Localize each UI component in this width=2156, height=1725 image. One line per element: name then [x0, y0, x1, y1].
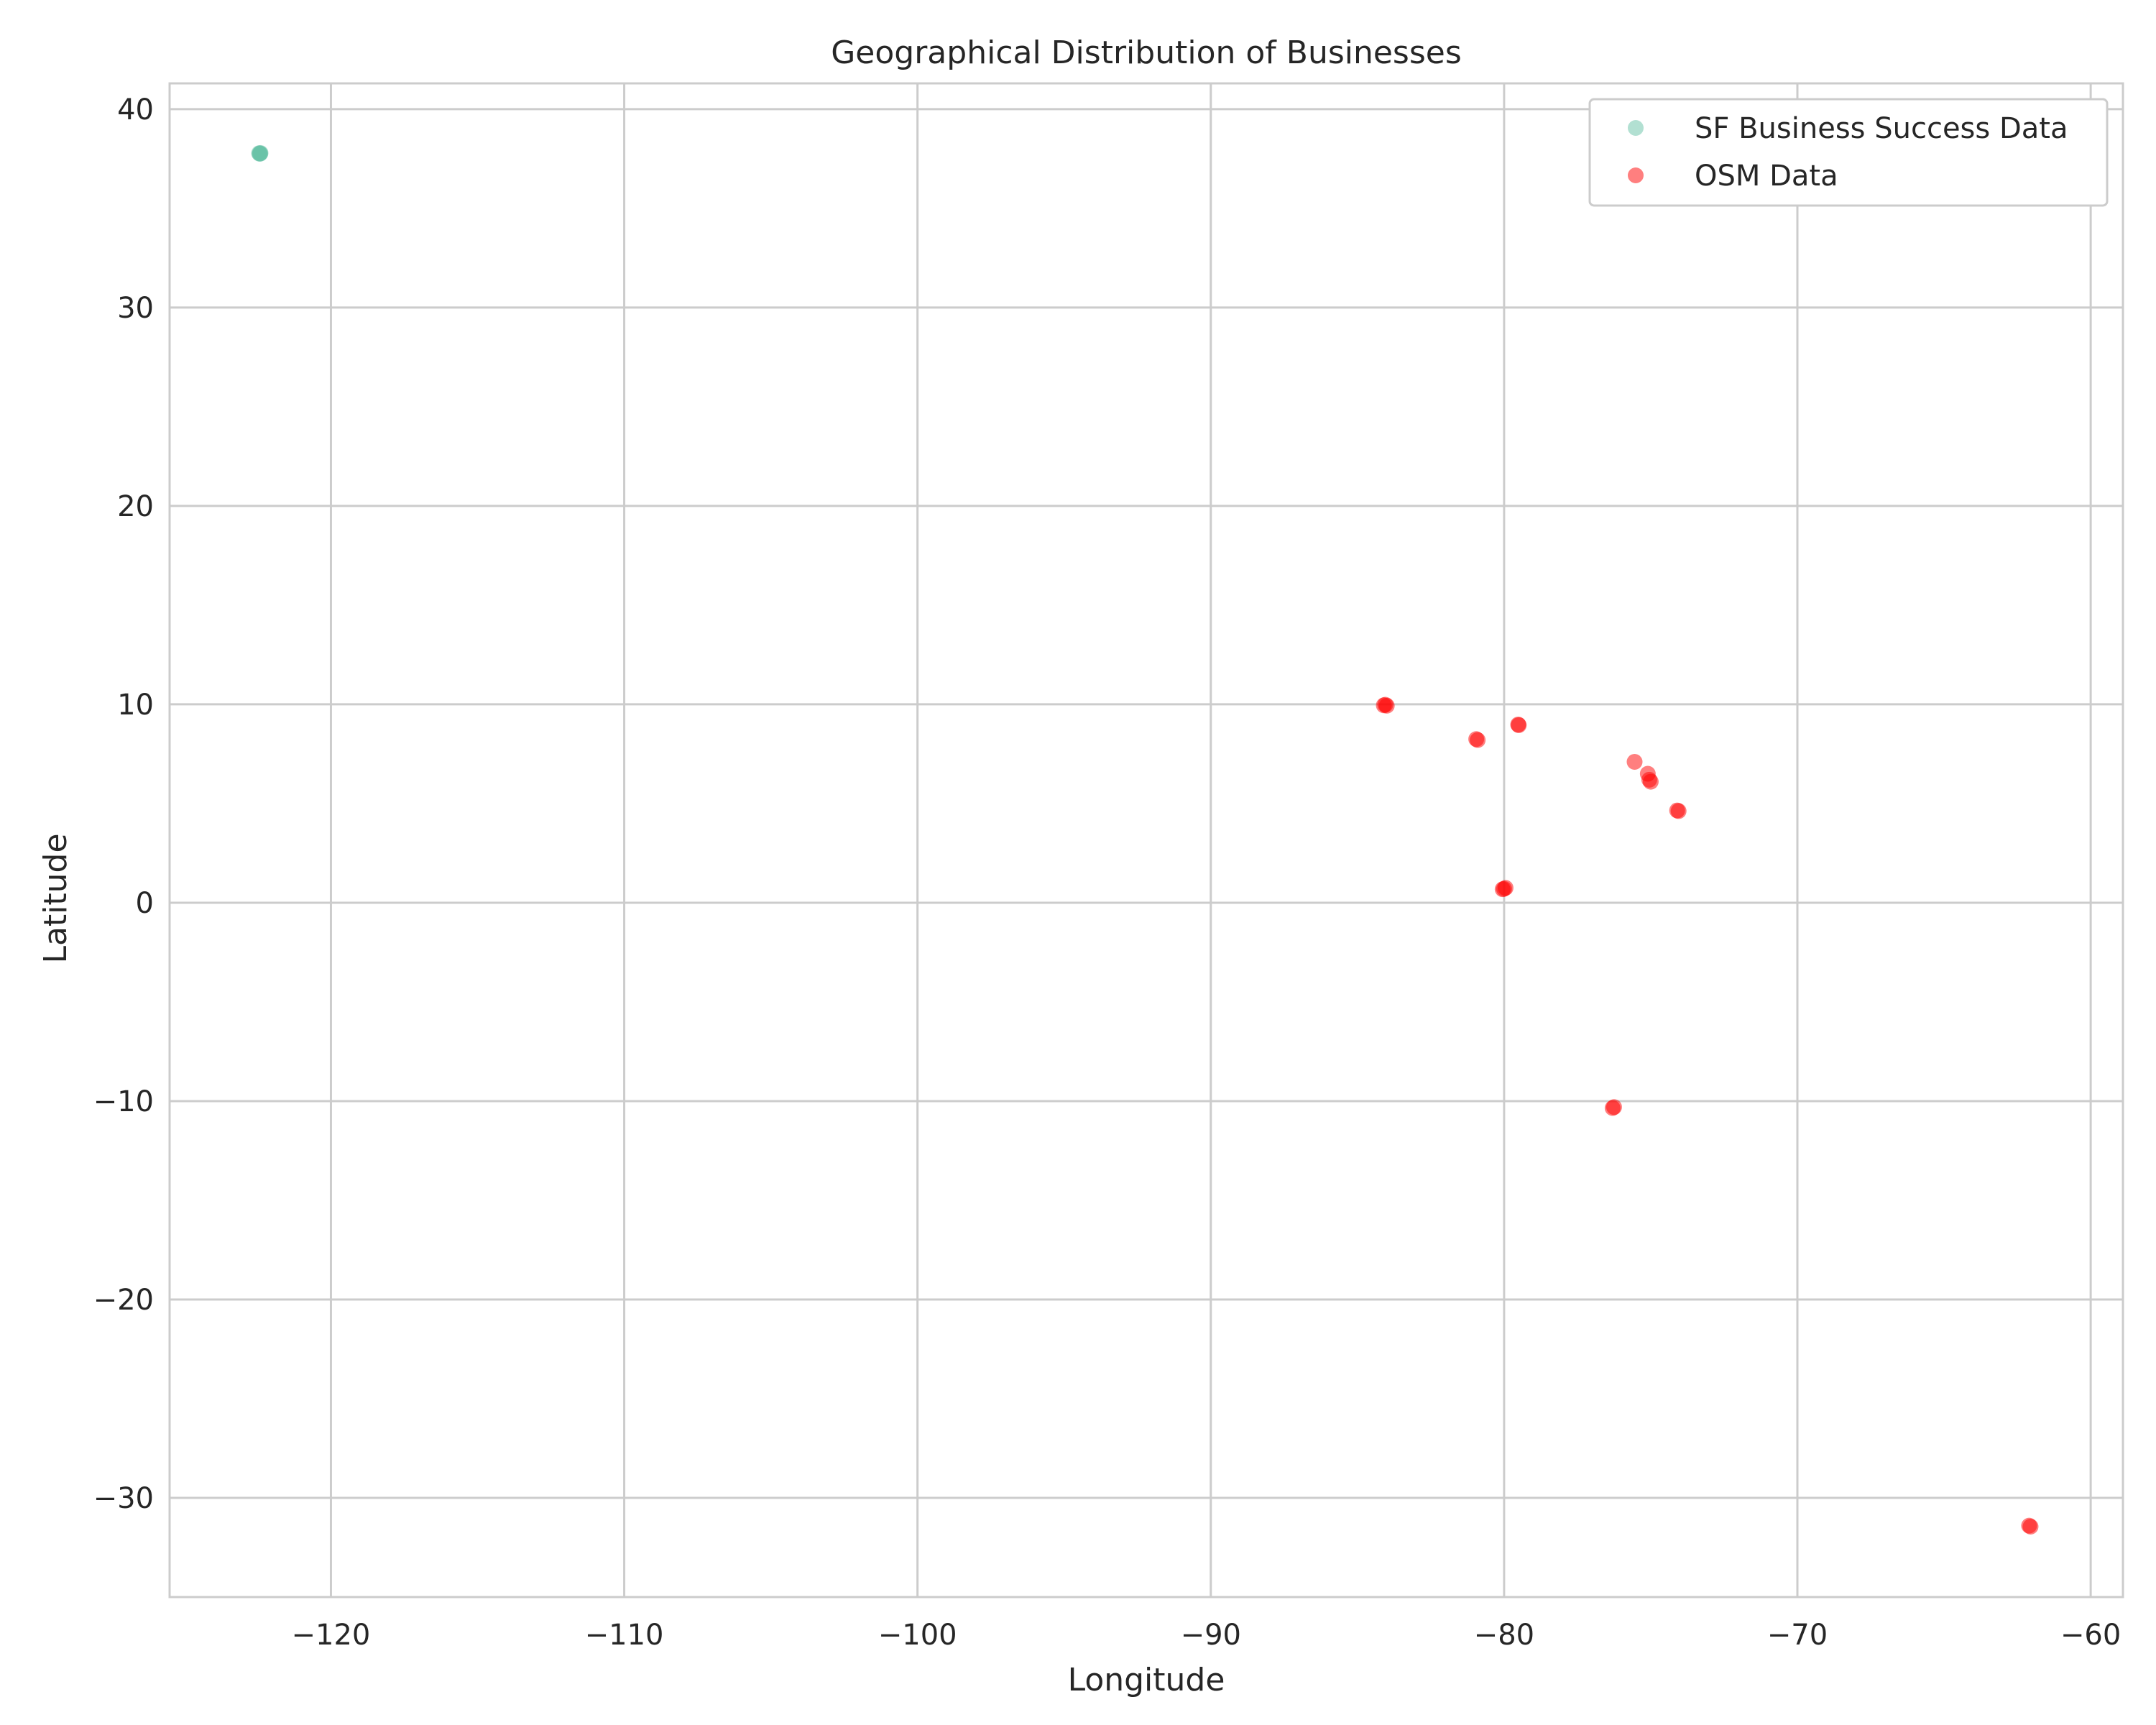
legend-frame	[1588, 98, 2109, 207]
x-tick-label: −90	[1181, 1619, 1241, 1652]
legend-label-sf: SF Business Success Data	[1695, 112, 2068, 145]
x-tick-label: −100	[878, 1619, 957, 1652]
data-points	[251, 144, 2039, 1535]
plot-frame	[168, 82, 2124, 1598]
legend-marker-sf	[1628, 120, 1644, 136]
osm-data-point	[1626, 753, 1643, 770]
osm-data-point	[1510, 717, 1526, 733]
y-tick-label: −30	[93, 1482, 154, 1515]
osm-data-point	[1468, 731, 1485, 748]
osm-data-point	[1642, 773, 1659, 790]
sf-business-point	[252, 145, 268, 162]
y-tick-label: 0	[136, 887, 154, 920]
y-tick-label: −20	[93, 1284, 154, 1317]
y-tick-label: 40	[117, 93, 154, 126]
legend: SF Business Success Data OSM Data	[1588, 98, 2109, 207]
legend-marker-osm	[1628, 167, 1644, 183]
osm-data-point	[2022, 1519, 2039, 1535]
x-tick-label: −60	[2060, 1619, 2121, 1652]
y-tick-label: 10	[117, 689, 154, 722]
osm-data-point	[1494, 881, 1511, 898]
chart-title: Geographical Distribution of Businesses	[831, 34, 1462, 71]
osm-data-point	[1378, 697, 1395, 714]
x-tick-label: −120	[292, 1619, 371, 1652]
osm-data-point	[1606, 1099, 1622, 1116]
tick-labels: −120 −110 −100 −90 −80 −70 −60−30−20−100102030…	[93, 93, 2122, 1652]
x-tick-label: −110	[585, 1619, 664, 1652]
legend-label-osm: OSM Data	[1695, 160, 1838, 193]
x-tick-label: −70	[1767, 1619, 1828, 1652]
y-tick-label: −10	[93, 1085, 154, 1118]
y-tick-label: 30	[117, 292, 154, 325]
grid-lines	[170, 83, 2123, 1597]
y-axis-label: Latitude	[37, 833, 74, 963]
x-axis-label: Longitude	[1068, 1662, 1225, 1698]
x-tick-label: −80	[1474, 1619, 1534, 1652]
osm-data-point	[1670, 803, 1687, 819]
y-tick-label: 20	[117, 490, 154, 523]
